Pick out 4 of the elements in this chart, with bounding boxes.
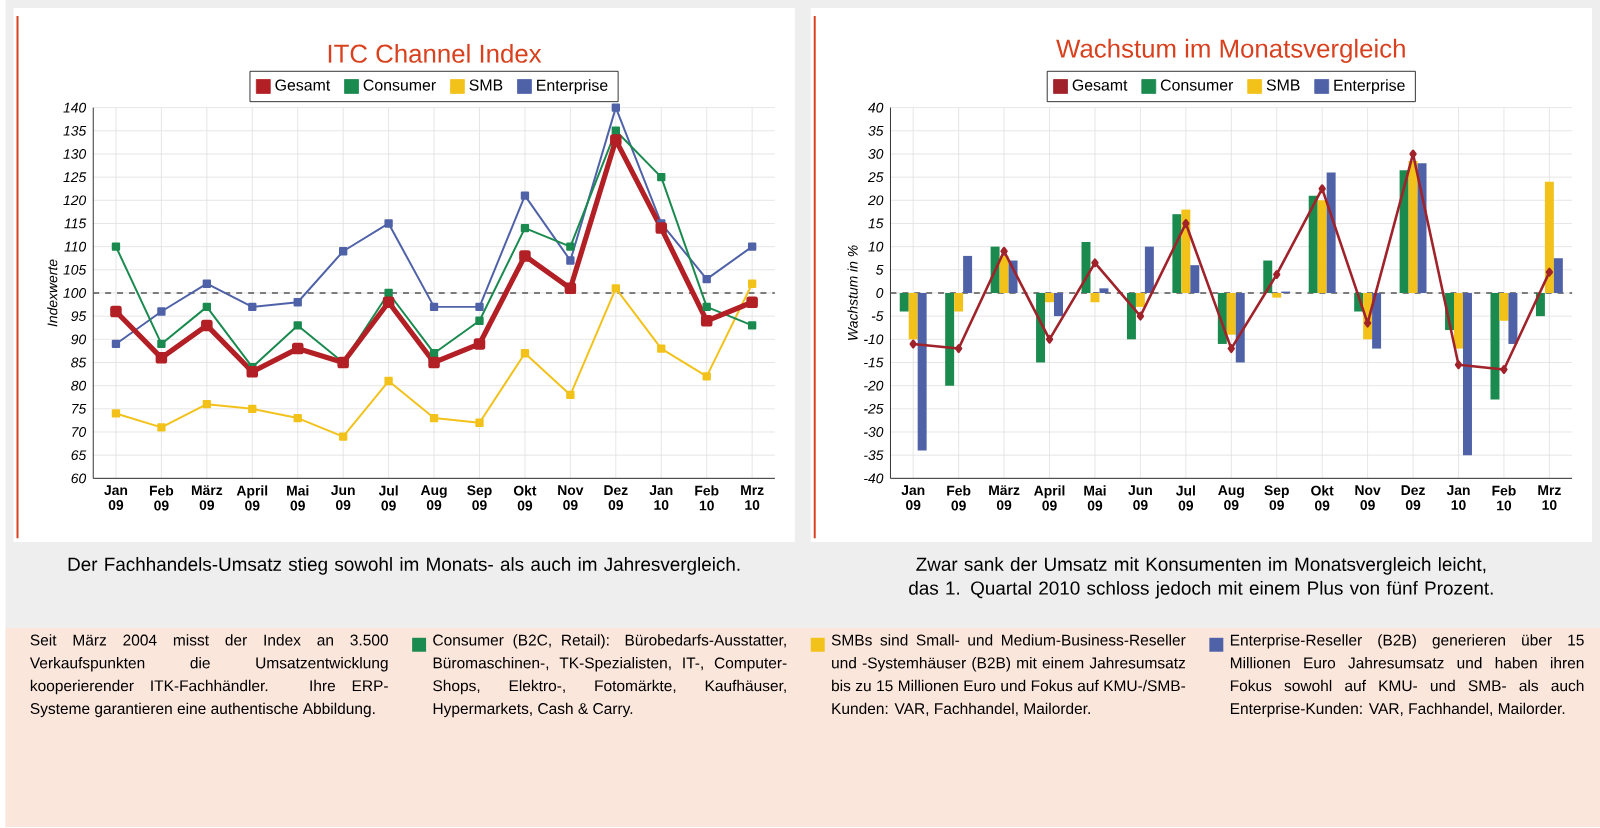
chart-title: Wachstum im Monatsvergleich [1056, 39, 1405, 64]
text: Der Fachhandels-Umsatz stieg sowohl im Monats- als auch im Jahresvergleich. [68, 557, 740, 576]
chart-title: ITC Channel Index [328, 44, 542, 64]
text: Zwar sank der Umsatz mit Konsumenten im Monatsvergleich leicht, das 1. Quartal 2010 schloss jedoch mit einem Plus von fünf Prozent. [909, 557, 1493, 599]
